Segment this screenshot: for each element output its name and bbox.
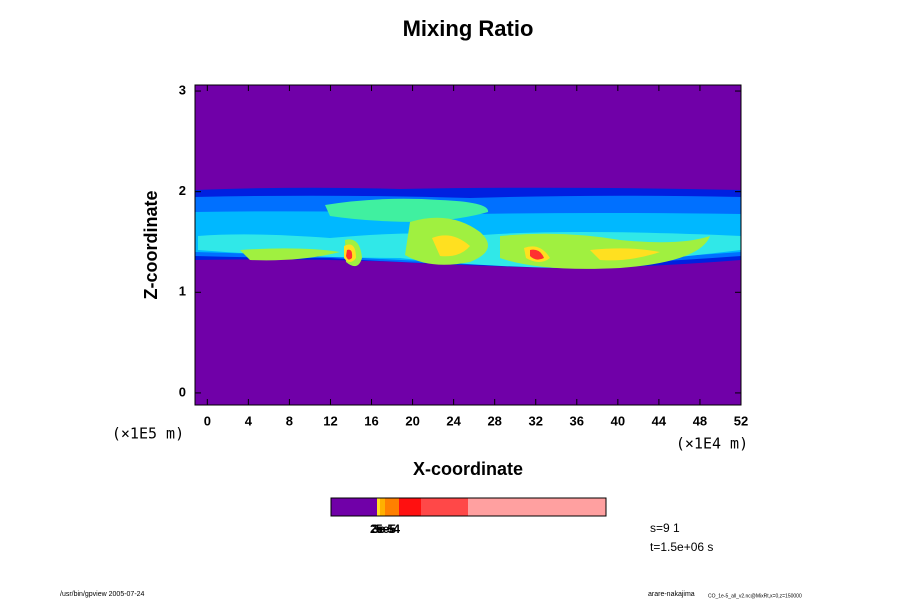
x-tick-label: 40 [611, 413, 625, 428]
colorbar [330, 497, 607, 517]
x-tick-label: 36 [570, 413, 584, 428]
x-tick-label: 44 [652, 413, 667, 428]
y-tick-label: 2 [179, 183, 186, 198]
x-tick-label: 24 [446, 413, 461, 428]
x-axis-label: X-coordinate [413, 459, 523, 479]
annotation: t=1.5e+06 s [650, 540, 713, 554]
y-axis-label: Z-coordinate [141, 190, 161, 299]
x-tick-label: 12 [323, 413, 337, 428]
x-tick-label: 28 [487, 413, 501, 428]
footer-left: /usr/bin/gpview 2005-07-24 [60, 591, 145, 598]
y-tick-label: 3 [179, 82, 186, 97]
x-tick-label: 4 [245, 413, 253, 428]
x-tick-label: 0 [204, 413, 211, 428]
plot-frame [194, 84, 742, 406]
x-tick-label: 16 [364, 413, 378, 428]
y-unit-label: (×1E5 m) [112, 425, 184, 443]
y-tick-label: 0 [179, 384, 186, 399]
colorbar-label: 5e-4 [376, 522, 400, 536]
footer-right-detail: CO_1e-5_all_v2.nc@MixRt,x=0,z=150000 [708, 593, 802, 599]
x-tick-label: 20 [405, 413, 419, 428]
colorbar-label: 3e-5 [372, 522, 396, 536]
annotation: s=9 1 [650, 521, 680, 535]
x-tick-label: 48 [693, 413, 707, 428]
x-unit-label: (×1E4 m) [676, 435, 748, 453]
x-tick-label: 52 [734, 413, 748, 428]
x-tick-label: 32 [529, 413, 543, 428]
footer-right: arare-nakajima [648, 591, 695, 598]
x-tick-label: 8 [286, 413, 293, 428]
chart-title: Mixing Ratio [403, 16, 534, 41]
colorbar-label: 2e-5 [370, 522, 394, 536]
y-tick-label: 1 [179, 284, 186, 299]
field [195, 85, 741, 405]
